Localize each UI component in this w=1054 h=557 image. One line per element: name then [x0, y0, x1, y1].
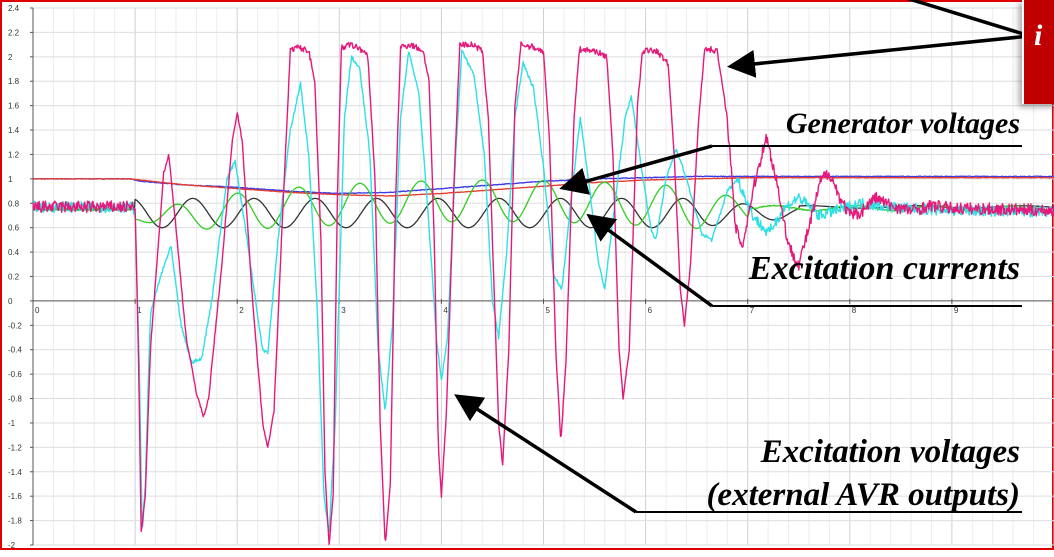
y-tick-label: 2 — [8, 53, 13, 62]
y-tick-label: -0.2 — [8, 321, 22, 330]
y-tick-label: 0.4 — [8, 248, 20, 257]
series-layer — [32, 41, 1054, 545]
y-tick-label: -1.2 — [8, 443, 22, 452]
y-tick-label: 1.6 — [8, 102, 20, 111]
arrow-excitation-voltages — [454, 394, 637, 514]
avr-outputs-label: (external AVR outputs) — [706, 477, 1020, 513]
y-tick-label: 1 — [8, 175, 13, 184]
x-tick-label: 6 — [648, 306, 653, 315]
series-line-generator-voltage — [32, 176, 1054, 197]
y-tick-label: 2.4 — [8, 4, 20, 13]
y-tick-label: -1 — [8, 419, 16, 428]
excitation-voltages-label: Excitation voltages — [760, 434, 1020, 470]
y-tick-label: 2.2 — [8, 28, 20, 37]
y-tick-label: 1.8 — [8, 77, 20, 86]
x-tick-label: 4 — [443, 306, 448, 315]
axis-layer: 2.4 2.2 2 1.8 1.6 1.4 1.2 1 0.8 0.6 0.4 0.2 0 -0.2 -0.… — [8, 4, 1054, 550]
y-tick-label: -1.4 — [8, 468, 22, 477]
x-tick-label: 8 — [852, 306, 857, 315]
x-tick-label: 1 — [137, 306, 142, 315]
x-tick-label: 5 — [546, 306, 551, 315]
y-tick-label: -1.8 — [8, 517, 22, 526]
x-tick-label: 2 — [239, 306, 244, 315]
arrow-excitation-currents — [586, 213, 714, 308]
y-tick-label: -2 — [8, 541, 16, 550]
annotation-layer: Generator voltages Excitation currents E… — [454, 0, 1031, 514]
x-tick-label: 0 — [35, 306, 40, 315]
arrow-generator-voltages — [559, 144, 713, 195]
y-tick-label: -0.8 — [8, 395, 22, 404]
arrow-top-left — [906, 0, 1031, 38]
y-tick-label: 1.4 — [8, 126, 20, 135]
y-tick-label: 0 — [8, 297, 13, 306]
y-tick-label: -0.6 — [8, 370, 22, 379]
y-tick-label: 1.2 — [8, 150, 20, 159]
y-tick-label: 0.2 — [8, 273, 20, 282]
x-tick-label: 3 — [341, 306, 346, 315]
series-line-excitation-voltage — [32, 41, 1054, 545]
y-tick-label: 0.6 — [8, 224, 20, 233]
y-tick-label: -0.4 — [8, 346, 22, 355]
y-tick-label: 0.8 — [8, 199, 20, 208]
x-tick-label: 7 — [750, 306, 755, 315]
corner-callout-badge: i — [1022, 0, 1054, 104]
arrow-top-to-peak — [727, 34, 1031, 78]
excitation-currents-label: Excitation currents — [748, 250, 1020, 287]
x-tick-label: 9 — [954, 306, 959, 315]
y-tick-label: -1.6 — [8, 492, 22, 501]
generator-voltages-label: Generator voltages — [786, 107, 1020, 140]
